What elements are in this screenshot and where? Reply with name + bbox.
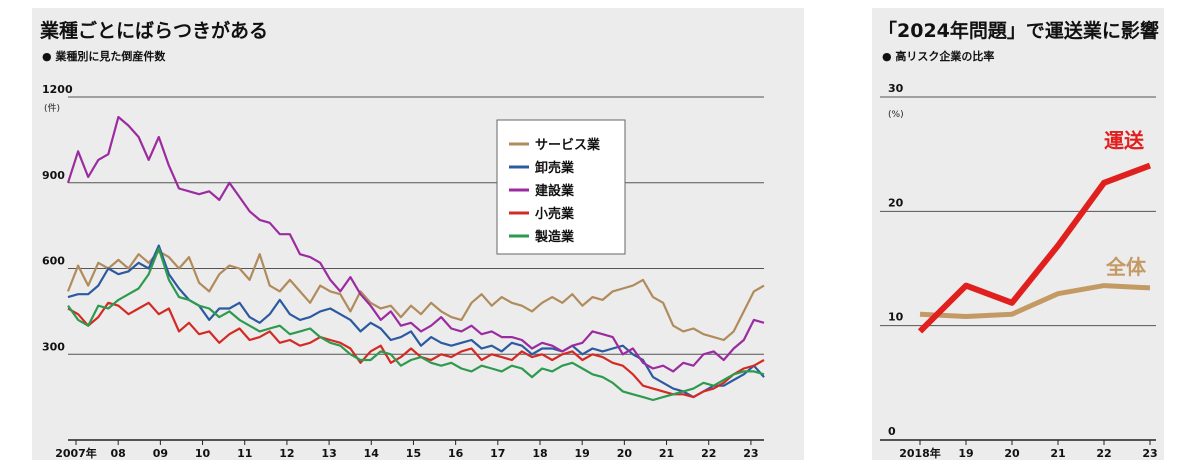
y-tick-label: 0 <box>888 425 896 438</box>
x-tick-label: 23 <box>743 447 758 460</box>
legend-label: 卸売業 <box>535 160 575 176</box>
chart-title-right: 「2024年問題」で運送業に影響 <box>878 20 1159 42</box>
series-line <box>66 115 765 373</box>
chart-title-left: 業種ごとにばらつきがある <box>40 20 269 42</box>
x-tick-label: 11 <box>237 447 252 460</box>
series-line <box>917 162 1152 334</box>
y-tick-label: 1200 <box>42 83 73 96</box>
x-tick-label: 09 <box>153 447 168 460</box>
x-tick-label: 15 <box>406 447 421 460</box>
y-tick-label: 600 <box>42 255 65 268</box>
x-tick-label: 21 <box>659 447 674 460</box>
x-tick-label: 23 <box>1142 447 1157 460</box>
x-tick-label: 17 <box>490 447 505 460</box>
y-tick-label: 300 <box>42 340 65 353</box>
x-tick-label: 19 <box>575 447 590 460</box>
x-tick-label: 16 <box>448 447 464 460</box>
series-label: 全体 <box>1105 255 1147 279</box>
x-tick-label: 20 <box>617 447 633 460</box>
series-line <box>67 247 765 402</box>
series-label: 運送 <box>1104 128 1145 152</box>
x-tick-label: 20 <box>1004 447 1020 460</box>
series-line <box>67 301 765 399</box>
unit-label: (件) <box>44 102 60 114</box>
x-tick-label: 22 <box>1096 447 1111 460</box>
legend-label: サービス業 <box>535 137 601 153</box>
x-tick-label: 22 <box>701 447 716 460</box>
legend-label: 小売業 <box>535 206 575 222</box>
chart-subtitle-right: ● 高リスク企業の比率 <box>882 50 995 63</box>
x-tick-label: 2018年 <box>899 446 941 460</box>
series-line <box>919 283 1151 319</box>
y-tick-label: 900 <box>42 169 65 182</box>
series-line <box>67 244 765 399</box>
x-tick-label: 21 <box>1050 447 1065 460</box>
legend-box <box>496 119 626 255</box>
right-chart-panel <box>872 8 1164 460</box>
legend-label: 建設業 <box>535 183 575 199</box>
left-chart-panel <box>32 8 804 460</box>
x-tick-label: 19 <box>958 447 973 460</box>
chart-subtitle-left: ● 業種別に見た倒産件数 <box>42 50 166 63</box>
y-tick-label: 10 <box>888 311 904 324</box>
x-tick-label: 08 <box>111 447 126 460</box>
x-tick-label: 14 <box>364 447 380 460</box>
legend-label: 製造業 <box>534 229 575 245</box>
x-tick-label: 13 <box>321 447 336 460</box>
x-tick-label: 12 <box>279 447 294 460</box>
y-tick-label: 20 <box>888 196 904 209</box>
unit-label: (%) <box>888 110 904 120</box>
x-tick-label: 2007年 <box>55 446 97 460</box>
series-line <box>66 250 765 342</box>
y-tick-label: 30 <box>888 82 904 95</box>
x-tick-label: 10 <box>195 447 211 460</box>
x-tick-label: 18 <box>532 447 547 460</box>
